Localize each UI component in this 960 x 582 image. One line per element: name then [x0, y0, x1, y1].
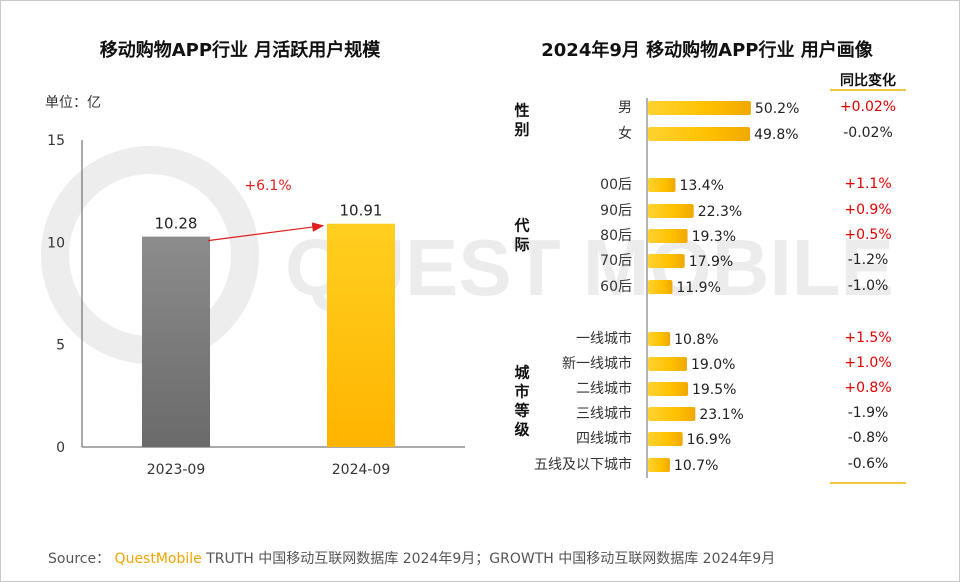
left-chart-title: 移动购物APP行业 月活跃用户规模	[100, 39, 382, 61]
x-tick-label: 2024-09	[332, 462, 391, 478]
growth-label: +6.1%	[244, 178, 291, 194]
group-label-char: 代	[513, 217, 529, 235]
hbar	[648, 382, 688, 396]
row-label: 五线及以下城市	[534, 456, 632, 473]
hbar	[648, 229, 688, 243]
hbar-value-label: 50.2%	[755, 101, 799, 117]
row-label: 二线城市	[576, 380, 632, 397]
yoy-change: +0.9%	[844, 202, 891, 218]
y-tick-label: 10	[47, 235, 65, 251]
y-tick-label: 15	[47, 133, 65, 149]
yoy-change: +1.5%	[844, 330, 891, 346]
hbar-value-label: 10.8%	[674, 332, 718, 348]
unit-label: 单位：亿	[45, 95, 101, 111]
row-label: 四线城市	[576, 430, 632, 447]
yoy-change: +1.0%	[844, 355, 891, 371]
row-label: 三线城市	[576, 405, 632, 422]
yoy-change: +1.1%	[844, 176, 891, 192]
hbar	[648, 357, 687, 371]
hbar-value-label: 19.5%	[692, 382, 736, 398]
yoy-change: +0.02%	[840, 99, 896, 115]
hbar	[648, 432, 683, 446]
hbar-value-label: 11.9%	[676, 280, 720, 296]
yoy-change: -1.9%	[848, 405, 889, 421]
source-prefix: Source：	[48, 551, 111, 567]
hbar	[648, 407, 696, 421]
source-text: TRUTH 中国移动互联网数据库 2024年9月；GROWTH 中国移动互联网数…	[206, 551, 776, 567]
bar-value-label: 10.28	[155, 215, 198, 233]
hbar-value-label: 23.1%	[699, 407, 743, 423]
hbar	[648, 254, 685, 268]
hbar-value-label: 22.3%	[698, 204, 742, 220]
row-label: 00后	[600, 177, 632, 193]
bar-2023-09	[142, 236, 210, 447]
row-label: 60后	[600, 279, 632, 295]
group-label-char: 性	[514, 102, 529, 120]
hbar-value-label: 10.7%	[674, 458, 718, 474]
row-label: 女	[618, 125, 632, 142]
row-label: 新一线城市	[562, 355, 632, 372]
yoy-change: -1.0%	[848, 278, 889, 294]
group-label-char: 别	[513, 121, 529, 139]
yoy-change: +0.8%	[844, 380, 891, 396]
right-chart-title: 2024年9月 移动购物APP行业 用户画像	[541, 39, 873, 61]
row-label: 70后	[600, 253, 632, 269]
row-label: 90后	[600, 203, 632, 219]
bar-2024-09	[327, 223, 395, 447]
right-bar-chart: 性别 男 50.2% +0.02% 女 49.8% -0.02% 代际 00后 13.4% +1.1…	[513, 99, 896, 474]
yoy-change: +0.5%	[844, 227, 891, 243]
hbar-value-label: 16.9%	[687, 432, 731, 448]
group-label-char: 级	[514, 421, 530, 439]
group-label-char: 等	[514, 402, 529, 420]
row-label: 80后	[600, 228, 632, 244]
hbar-value-label: 19.0%	[691, 357, 735, 373]
hbar-value-label: 13.4%	[679, 178, 723, 194]
source-brand: QuestMobile	[114, 551, 202, 567]
hbar	[648, 101, 751, 115]
growth-arrow	[207, 222, 325, 242]
hbar	[648, 458, 670, 472]
left-bar-chart: 0 5 10 15 10.28 2023-09 10.91 2024-09 +6.1%	[47, 133, 465, 478]
hbar	[648, 127, 751, 141]
row-label: 男	[618, 100, 632, 116]
hbar	[648, 332, 671, 346]
bar-value-label: 10.91	[340, 202, 383, 220]
y-tick-label: 0	[56, 440, 65, 456]
hbar-value-label: 17.9%	[689, 254, 733, 270]
group-label-char: 市	[514, 383, 529, 401]
x-tick-label: 2023-09	[147, 462, 206, 478]
yoy-change: -0.8%	[848, 430, 889, 446]
hbar-value-label: 49.8%	[754, 127, 798, 143]
row-label: 一线城市	[576, 330, 632, 347]
y-tick-label: 5	[56, 338, 65, 354]
group-label-char: 际	[514, 236, 529, 254]
yoy-change: -1.2%	[848, 252, 889, 268]
hbar	[648, 280, 673, 294]
group-label-char: 城	[514, 364, 529, 382]
hbar	[648, 178, 676, 192]
change-header: 同比变化	[840, 72, 896, 89]
hbar	[648, 204, 694, 218]
yoy-change: -0.6%	[848, 456, 889, 472]
hbar-value-label: 19.3%	[692, 229, 736, 245]
yoy-change: -0.02%	[843, 125, 893, 141]
source-line: Source： QuestMobile TRUTH 中国移动互联网数据库 202…	[48, 548, 775, 568]
